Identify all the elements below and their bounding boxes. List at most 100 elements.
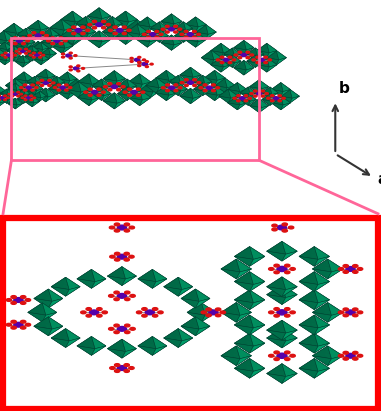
Polygon shape — [211, 43, 223, 53]
Polygon shape — [112, 98, 125, 109]
Polygon shape — [203, 89, 211, 96]
Polygon shape — [139, 88, 150, 98]
Polygon shape — [314, 315, 330, 328]
Circle shape — [59, 43, 63, 45]
Polygon shape — [278, 284, 297, 297]
Polygon shape — [194, 75, 205, 84]
Polygon shape — [169, 19, 182, 29]
Polygon shape — [181, 326, 199, 336]
Polygon shape — [76, 21, 86, 31]
Polygon shape — [48, 76, 59, 84]
Polygon shape — [278, 248, 297, 261]
Polygon shape — [17, 36, 26, 42]
Polygon shape — [67, 79, 77, 86]
Polygon shape — [122, 276, 136, 286]
Polygon shape — [250, 99, 259, 106]
Polygon shape — [33, 53, 43, 61]
Polygon shape — [248, 99, 256, 105]
Polygon shape — [137, 90, 151, 97]
Polygon shape — [312, 302, 331, 315]
Polygon shape — [27, 28, 41, 36]
Polygon shape — [241, 46, 254, 55]
Polygon shape — [250, 333, 265, 346]
Polygon shape — [126, 20, 137, 28]
Polygon shape — [250, 80, 259, 87]
Polygon shape — [72, 28, 84, 39]
Polygon shape — [59, 23, 73, 31]
Circle shape — [29, 54, 32, 56]
Polygon shape — [234, 358, 253, 371]
Circle shape — [86, 314, 91, 317]
Circle shape — [61, 56, 64, 58]
Circle shape — [82, 67, 85, 69]
Polygon shape — [87, 31, 99, 39]
Polygon shape — [128, 82, 142, 90]
Polygon shape — [230, 52, 241, 60]
Circle shape — [142, 62, 147, 66]
Polygon shape — [228, 96, 238, 103]
Circle shape — [117, 293, 126, 298]
Polygon shape — [218, 48, 231, 58]
Circle shape — [268, 59, 271, 61]
Circle shape — [51, 37, 54, 39]
Polygon shape — [51, 46, 65, 53]
Polygon shape — [236, 259, 251, 272]
Polygon shape — [299, 325, 318, 335]
Polygon shape — [150, 22, 162, 30]
Polygon shape — [15, 89, 23, 94]
Polygon shape — [140, 97, 151, 106]
Polygon shape — [234, 333, 253, 346]
Polygon shape — [102, 25, 112, 32]
Polygon shape — [125, 79, 136, 86]
Polygon shape — [282, 330, 297, 340]
Polygon shape — [188, 67, 201, 75]
Polygon shape — [114, 33, 126, 44]
Polygon shape — [18, 97, 24, 103]
Polygon shape — [234, 247, 250, 256]
Circle shape — [193, 79, 197, 81]
Polygon shape — [103, 71, 114, 79]
Polygon shape — [32, 96, 40, 103]
Polygon shape — [184, 36, 192, 42]
Polygon shape — [314, 290, 330, 303]
Polygon shape — [50, 42, 59, 49]
Polygon shape — [102, 16, 112, 24]
Polygon shape — [137, 22, 147, 32]
Circle shape — [114, 291, 119, 294]
Polygon shape — [62, 335, 80, 347]
Polygon shape — [137, 95, 151, 106]
Polygon shape — [246, 247, 265, 256]
Circle shape — [35, 54, 39, 56]
Circle shape — [13, 43, 17, 45]
Polygon shape — [62, 38, 73, 48]
Circle shape — [127, 29, 131, 32]
Circle shape — [97, 94, 101, 96]
Polygon shape — [30, 55, 39, 61]
Polygon shape — [114, 11, 128, 22]
Polygon shape — [13, 98, 23, 104]
Polygon shape — [282, 295, 297, 305]
Polygon shape — [27, 42, 38, 49]
Polygon shape — [240, 98, 248, 105]
Polygon shape — [194, 75, 203, 82]
Polygon shape — [159, 29, 168, 38]
Circle shape — [256, 92, 262, 95]
Polygon shape — [228, 96, 237, 103]
Circle shape — [28, 35, 32, 37]
Polygon shape — [126, 24, 137, 32]
Polygon shape — [139, 82, 150, 90]
Polygon shape — [51, 287, 69, 296]
Polygon shape — [41, 36, 50, 42]
Polygon shape — [58, 85, 70, 94]
Polygon shape — [61, 28, 72, 36]
Polygon shape — [39, 96, 46, 102]
Polygon shape — [314, 300, 330, 309]
Polygon shape — [299, 256, 318, 266]
Circle shape — [13, 37, 17, 39]
Circle shape — [111, 85, 117, 88]
Polygon shape — [51, 31, 65, 39]
Circle shape — [45, 35, 48, 37]
Circle shape — [116, 28, 123, 32]
Polygon shape — [169, 14, 182, 21]
Polygon shape — [74, 79, 86, 85]
